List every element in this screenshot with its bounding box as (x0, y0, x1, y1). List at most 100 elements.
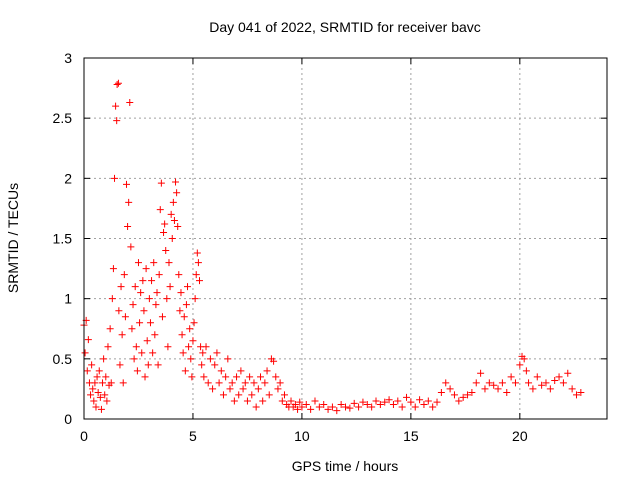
data-point (577, 389, 585, 397)
data-point (450, 391, 458, 399)
data-point (108, 295, 116, 303)
data-point (278, 397, 286, 405)
data-point (116, 361, 124, 369)
data-point (115, 307, 123, 315)
data-point (128, 325, 136, 333)
data-point (333, 407, 341, 415)
data-point (219, 391, 227, 399)
data-point (217, 367, 225, 375)
data-point (146, 319, 154, 327)
chart-title: Day 041 of 2022, SRMTID for receiver bav… (209, 19, 481, 35)
data-point (181, 367, 189, 375)
data-point (270, 357, 278, 365)
data-point (494, 385, 502, 393)
data-point (433, 398, 441, 406)
data-point (169, 198, 177, 206)
data-point (241, 379, 249, 387)
data-point (94, 389, 102, 397)
y-tick-label: 1.5 (53, 231, 73, 247)
data-point (118, 331, 126, 339)
data-point (551, 376, 559, 384)
data-point (355, 403, 363, 411)
data-point (114, 79, 122, 87)
data-point (187, 355, 195, 363)
data-point (151, 331, 159, 339)
data-point (346, 404, 354, 412)
data-point (158, 313, 166, 321)
data-point (177, 289, 185, 297)
data-point (179, 349, 187, 357)
data-point (265, 391, 273, 399)
data-point (222, 373, 230, 381)
data-point (276, 379, 284, 387)
data-point (140, 307, 148, 315)
data-point (291, 401, 299, 409)
data-point (498, 379, 506, 387)
data-point (102, 373, 110, 381)
data-point (149, 349, 157, 357)
data-point (89, 385, 97, 393)
data-point (106, 325, 114, 333)
labels-layer: 0 5 10 15 20 0 0.5 1 1.5 2 2.5 3 (53, 50, 528, 444)
data-point (385, 396, 393, 404)
data-point (359, 398, 367, 406)
data-point (542, 379, 550, 387)
data-point (564, 369, 572, 377)
data-point (127, 243, 135, 251)
data-point (424, 397, 432, 405)
data-point (211, 361, 219, 369)
points-layer (80, 79, 585, 415)
data-point (215, 379, 223, 387)
data-point (131, 283, 139, 291)
x-tick-label: 10 (294, 428, 310, 444)
data-point (132, 343, 140, 351)
data-point (99, 379, 107, 387)
data-point (161, 220, 169, 228)
data-point (137, 289, 145, 297)
data-point (136, 319, 144, 327)
data-point (529, 385, 537, 393)
data-point (150, 259, 158, 267)
data-point (274, 385, 282, 393)
data-point (139, 277, 147, 285)
data-point (442, 379, 450, 387)
x-tick-label: 20 (512, 428, 528, 444)
x-tick-label: 0 (80, 428, 88, 444)
data-point (155, 271, 163, 279)
data-point (446, 385, 454, 393)
data-point (263, 367, 271, 375)
data-point (302, 401, 310, 409)
data-point (93, 373, 101, 381)
data-point (162, 247, 170, 255)
data-point (176, 307, 184, 315)
data-point (298, 403, 306, 411)
data-point (184, 283, 192, 291)
data-point (195, 277, 203, 285)
data-point (107, 379, 115, 387)
data-point (237, 367, 245, 375)
data-point (257, 373, 265, 381)
data-point (468, 389, 476, 397)
grid-layer (84, 58, 607, 419)
data-point (193, 249, 201, 257)
data-point (572, 391, 580, 399)
data-point (167, 210, 175, 218)
data-point (296, 398, 304, 406)
data-point (120, 271, 128, 279)
data-point (190, 319, 198, 327)
data-point (185, 343, 193, 351)
data-point (170, 216, 178, 224)
data-point (138, 349, 146, 357)
data-point (228, 379, 236, 387)
data-point (324, 405, 332, 413)
y-tick-label: 2 (64, 170, 72, 186)
data-point (464, 391, 472, 399)
data-point (124, 222, 132, 230)
data-point (121, 313, 129, 321)
data-point (104, 343, 112, 351)
data-point (522, 367, 530, 375)
data-point (525, 379, 533, 387)
data-point (315, 403, 323, 411)
data-point (328, 403, 336, 411)
